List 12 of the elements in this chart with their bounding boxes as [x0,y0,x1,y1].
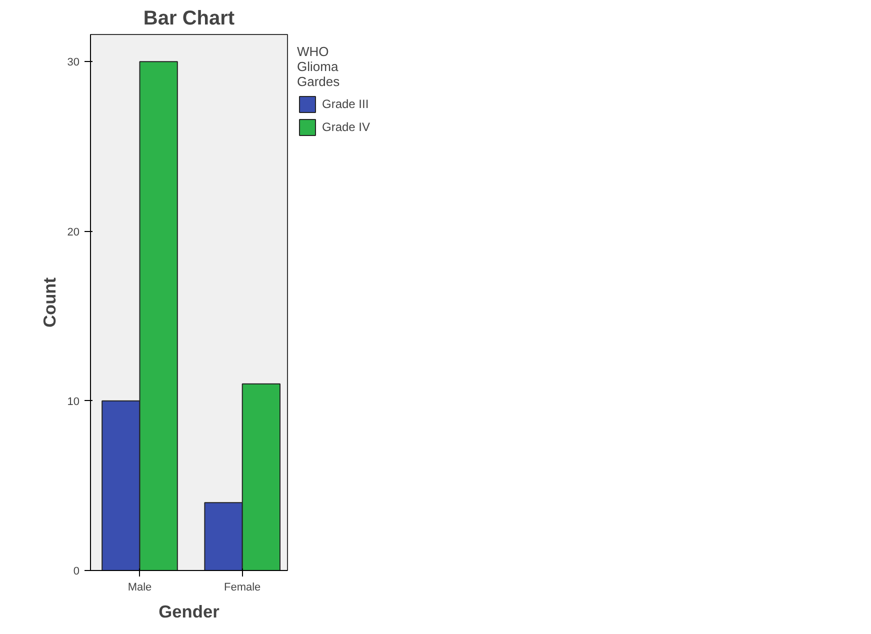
y-tick-label: 0 [73,566,80,578]
x-axis-title: Gender [158,602,220,622]
legend-label: Grade III [322,97,369,111]
y-tick-label: 10 [67,396,80,408]
y-tick-label: 20 [67,226,80,238]
chart-title: Bar Chart [143,8,235,30]
legend-label: Grade IV [322,120,370,134]
x-tick-label: Female [224,582,261,594]
x-tick-label: Male [128,582,152,594]
y-axis-title: Count [39,277,60,328]
y-tick-label: 30 [67,56,80,69]
legend-title: WHO Glioma Gardes [297,44,341,89]
